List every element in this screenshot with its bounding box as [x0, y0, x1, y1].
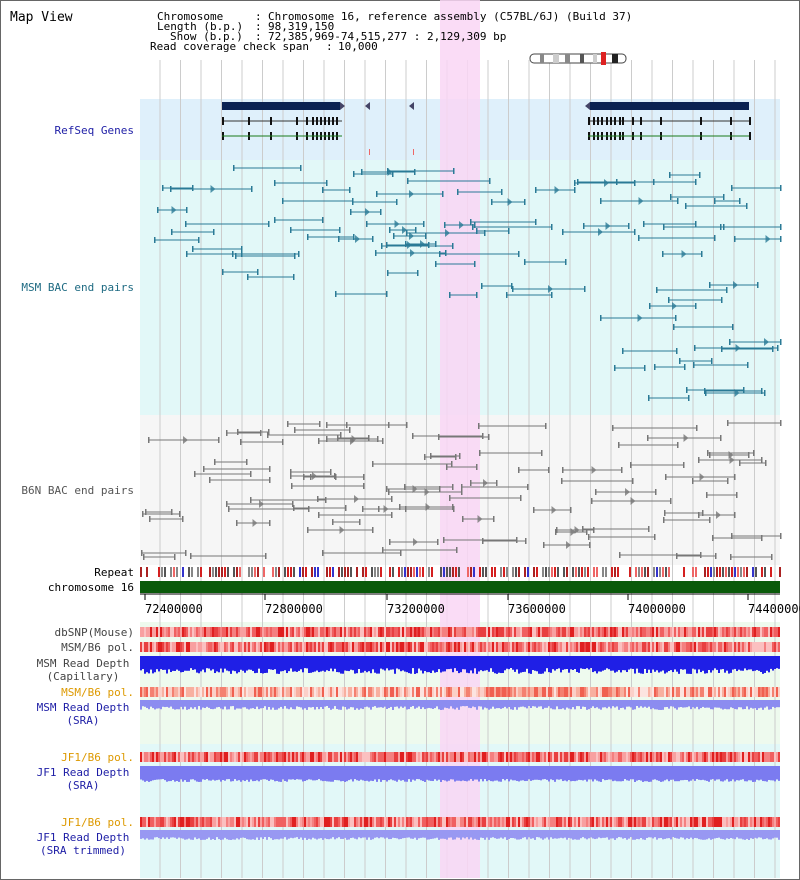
msm-b6-pol-2-heat-strip	[140, 687, 780, 697]
msm-bac-features	[154, 165, 782, 401]
refseq-gene-features	[222, 102, 751, 155]
jf1-read-depth-sra-label-1[interactable]: JF1 Read Depth	[36, 766, 130, 779]
axis-tick-label: 73200000	[387, 602, 445, 616]
repeat-label: Repeat	[94, 566, 134, 579]
msm-b6-pol-2-label[interactable]: MSM/B6 pol.	[61, 686, 134, 699]
jf1-b6-pol-2-label[interactable]: JF1/B6 pol.	[61, 816, 134, 829]
length-value: 98,319,150	[268, 20, 335, 33]
jf1-b6-pol-label[interactable]: JF1/B6 pol.	[61, 751, 134, 764]
axis-tick-label: 72400000	[145, 602, 203, 616]
msm-read-depth-sra-bars	[140, 700, 780, 710]
axis-tick-label: 74400000	[748, 602, 800, 616]
axis-tick-label: 73600000	[508, 602, 566, 616]
jf1-read-depth-sra-bars	[140, 766, 780, 782]
chromosome-position-marker	[601, 52, 606, 65]
show-colon: :	[255, 30, 262, 43]
msm-read-depth-capillary-label-1[interactable]: MSM Read Depth	[36, 657, 130, 670]
chromosome-ideogram	[529, 53, 627, 64]
msm-read-depth-sra-label-1[interactable]: MSM Read Depth	[36, 701, 130, 714]
msm-bac-end-pairs-label[interactable]: MSM BAC end pairs	[21, 281, 134, 294]
jf1-read-depth-trimmed-bars	[140, 830, 780, 840]
repeat-track	[140, 567, 781, 577]
chromosome-16-bar	[140, 581, 780, 593]
highlight-band	[440, 0, 480, 878]
msm-read-depth-sra-label-2[interactable]: (SRA)	[66, 714, 100, 727]
coverage-colon: :	[326, 40, 333, 53]
b6n-bac-end-pairs-label[interactable]: B6N BAC end pairs	[21, 484, 134, 497]
axis-tick-label: 74000000	[628, 602, 686, 616]
msm-read-depth-capillary-bars	[140, 656, 780, 674]
jf1-read-depth-sra-label-2[interactable]: (SRA)	[66, 779, 100, 792]
position-axis: 72400000 72800000 73200000 73600000 74000000…	[140, 593, 800, 616]
jf1-b6-pol-heat-strip	[140, 752, 780, 762]
coverage-label: Read coverage check span	[150, 40, 309, 53]
msm-b6-pol-label[interactable]: MSM/B6 pol.	[61, 641, 134, 654]
length-colon: :	[255, 20, 262, 33]
chromosome-value: Chromosome 16, reference assembly (C57BL…	[268, 10, 633, 23]
show-label: Show (b.p.)	[170, 30, 243, 43]
jf1-b6-pol-2-heat-strip	[140, 817, 780, 827]
jf1-read-depth-trimmed-label-1[interactable]: JF1 Read Depth	[36, 831, 130, 844]
msm-read-depth-capillary-label-2[interactable]: (Capillary)	[46, 670, 120, 683]
dbsnp-heat-strip	[140, 627, 780, 637]
chromosome-track-label: chromosome 16	[47, 581, 134, 594]
chromosome-label: Chromosome	[157, 10, 224, 23]
length-label: Length (b.p.)	[157, 20, 244, 33]
b6n-bac-features	[141, 420, 782, 560]
dbsnp-label[interactable]: dbSNP(Mouse)	[54, 626, 134, 639]
show-value: 72,385,969-74,515,277 : 2,129,309 bp	[268, 30, 507, 43]
coverage-value: 10,000	[338, 40, 378, 53]
axis-tick-label: 72800000	[265, 602, 323, 616]
chromosome-colon: :	[255, 10, 262, 23]
refseq-genes-label[interactable]: RefSeq Genes	[54, 124, 134, 137]
page-title: Map View	[10, 10, 73, 25]
msm-b6-pol-heat-strip	[140, 642, 780, 652]
jf1-read-depth-trimmed-label-2[interactable]: (SRA trimmed)	[39, 844, 127, 857]
